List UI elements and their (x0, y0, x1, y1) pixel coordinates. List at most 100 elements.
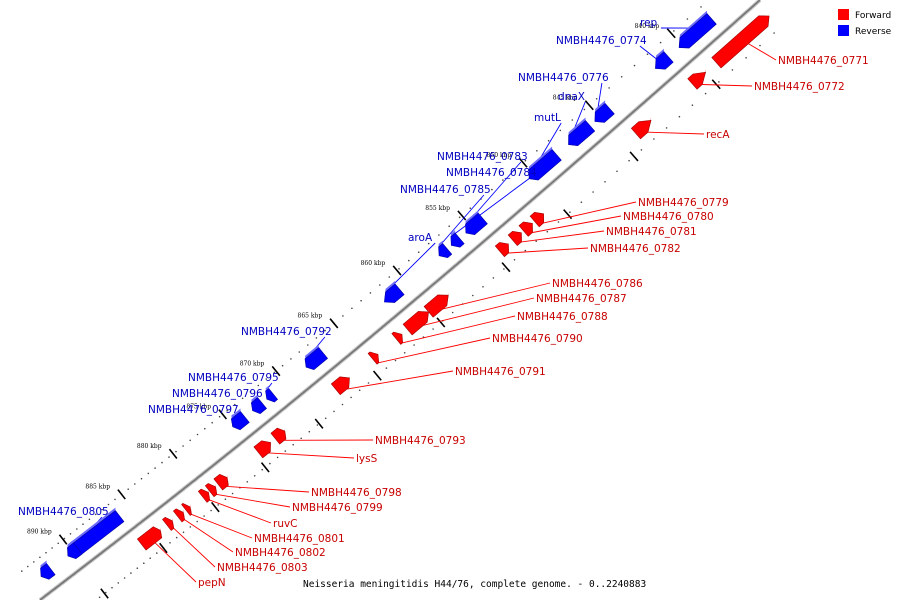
major-tick (168, 448, 178, 460)
reverse-gene-label[interactable]: dnaX (558, 91, 585, 103)
forward-gene-arrow[interactable] (529, 211, 545, 228)
reverse-gene-label[interactable]: NMBH4476_0796 (172, 388, 263, 400)
minor-tick (524, 249, 527, 252)
forward-gene-arrow[interactable] (711, 15, 770, 69)
forward-gene-label[interactable]: NMBH4476_0780 (623, 211, 714, 223)
forward-gene-label[interactable]: NMBH4476_0801 (254, 533, 345, 545)
minor-tick (300, 437, 303, 440)
reverse-gene-arrow[interactable] (594, 102, 615, 123)
forward-gene-label[interactable]: NMBH4476_0787 (536, 293, 627, 305)
forward-gene-arrow[interactable] (423, 294, 449, 318)
reverse-gene-label[interactable]: NMBH4476_0792 (241, 326, 332, 338)
forward-gene-label[interactable]: NMBH4476_0781 (606, 226, 697, 238)
kbp-tick-label: 840 kbp (635, 23, 660, 30)
reverse-gene-arrow[interactable] (450, 232, 465, 248)
leader-line (639, 45, 657, 59)
forward-gene-arrow[interactable] (162, 516, 175, 531)
forward-gene-label[interactable]: pepN (198, 577, 226, 589)
minor-tick (673, 30, 675, 32)
minor-tick (308, 430, 311, 433)
forward-gene-arrow[interactable] (518, 221, 533, 237)
forward-gene-arrow[interactable] (213, 473, 229, 491)
reverse-gene-arrow[interactable] (40, 563, 56, 580)
reverse-gene-arrow[interactable] (678, 13, 717, 49)
forward-gene-arrow[interactable] (507, 230, 522, 247)
forward-gene-label[interactable]: NMBH4476_0772 (754, 81, 845, 93)
minor-tick (535, 240, 537, 242)
forward-gene-arrow[interactable] (197, 488, 211, 503)
forward-gene-label[interactable]: NMBH4476_0803 (217, 562, 308, 574)
forward-gene-arrow[interactable] (630, 119, 652, 140)
reverse-gene-label[interactable]: mutL (534, 112, 561, 124)
reverse-gene-arrow[interactable] (568, 120, 596, 147)
leader-line (543, 201, 637, 224)
forward-gene-label[interactable]: NMBH4476_0782 (590, 243, 681, 255)
forward-gene-arrow[interactable] (204, 483, 218, 498)
forward-gene-arrow[interactable] (402, 311, 429, 336)
reverse-gene-label[interactable]: NMBH4476_0797 (148, 404, 239, 416)
forward-gene-label[interactable]: NMBH4476_0788 (517, 311, 608, 323)
leader-line (191, 513, 253, 539)
reverse-gene-label[interactable]: NMBH4476_0795 (188, 372, 279, 384)
kbp-tick-label: 860 kbp (361, 260, 386, 267)
forward-gene-label[interactable]: NMBH4476_0802 (235, 547, 326, 559)
forward-gene-label[interactable]: NMBH4476_0791 (455, 366, 546, 378)
forward-gene-arrow[interactable] (172, 508, 186, 523)
reverse-gene-arrow[interactable] (438, 243, 453, 259)
forward-gene-arrow[interactable] (136, 526, 163, 551)
leader-line (184, 519, 234, 553)
reverse-gene-label[interactable]: NMBH4476_0783 (437, 151, 528, 163)
minor-tick (161, 461, 163, 464)
reverse-gene-label[interactable]: NMBH4476_0785 (400, 184, 491, 196)
forward-gene-arrow[interactable] (494, 242, 510, 258)
forward-gene-label[interactable]: NMBH4476_0793 (375, 435, 466, 447)
forward-gene-arrow[interactable] (253, 440, 271, 459)
minor-tick (136, 567, 139, 569)
minor-tick (69, 533, 72, 535)
kbp-tick-label: 850 kbp (487, 152, 512, 159)
forward-gene-label[interactable]: NMBH4476_0771 (778, 55, 869, 67)
reverse-gene-arrow[interactable] (304, 347, 329, 371)
forward-gene-label[interactable]: NMBH4476_0779 (638, 197, 729, 209)
forward-gene-label[interactable]: recA (706, 129, 730, 141)
minor-tick (458, 216, 461, 219)
minor-tick (123, 577, 126, 579)
reverse-gene-label[interactable]: rep (640, 17, 658, 29)
reverse-gene-arrow[interactable] (384, 283, 405, 303)
reverse-gene-arrow[interactable] (265, 388, 279, 403)
forward-gene-label[interactable]: NMBH4476_0799 (292, 502, 383, 514)
minor-tick (101, 508, 103, 511)
forward-gene-arrow[interactable] (181, 503, 192, 516)
forward-gene-label[interactable]: lysS (356, 453, 378, 465)
forward-gene-label[interactable]: NMBH4476_0786 (552, 278, 643, 290)
minor-tick (633, 64, 636, 67)
minor-tick (82, 523, 84, 525)
minor-tick (241, 397, 244, 400)
forward-gene-arrow[interactable] (330, 376, 350, 396)
forward-gene-label[interactable]: NMBH4476_0790 (492, 333, 583, 345)
reverse-gene-label[interactable]: NMBH4476_0776 (518, 72, 609, 84)
reverse-gene-arrow[interactable] (528, 149, 562, 181)
minor-tick (147, 472, 150, 475)
reverse-gene-label[interactable]: NMBH4476_0784 (446, 167, 537, 179)
forward-gene-arrow[interactable] (270, 427, 287, 445)
reverse-gene-arrow[interactable] (250, 397, 267, 414)
minor-tick (595, 98, 598, 100)
minor-tick (546, 230, 549, 233)
reverse-gene-arrow[interactable] (230, 411, 250, 431)
minor-tick (276, 456, 279, 459)
forward-gene-arrow[interactable] (391, 331, 404, 345)
major-tick (314, 418, 324, 429)
reverse-gene-arrow[interactable] (67, 542, 83, 560)
forward-gene-label[interactable]: NMBH4476_0798 (311, 487, 402, 499)
minor-tick (571, 119, 574, 121)
reverse-gene-label[interactable]: aroA (408, 232, 433, 244)
reverse-gene-arrow[interactable] (655, 51, 674, 70)
leader-line (173, 528, 216, 568)
reverse-gene-label[interactable]: NMBH4476_0805 (18, 506, 109, 518)
reverse-gene-arrow[interactable] (465, 212, 488, 236)
forward-gene-label[interactable]: ruvC (273, 518, 298, 530)
forward-gene-arrow[interactable] (367, 351, 380, 365)
reverse-gene-label[interactable]: NMBH4476_0774 (556, 35, 647, 47)
forward-gene-arrow[interactable] (687, 71, 707, 90)
